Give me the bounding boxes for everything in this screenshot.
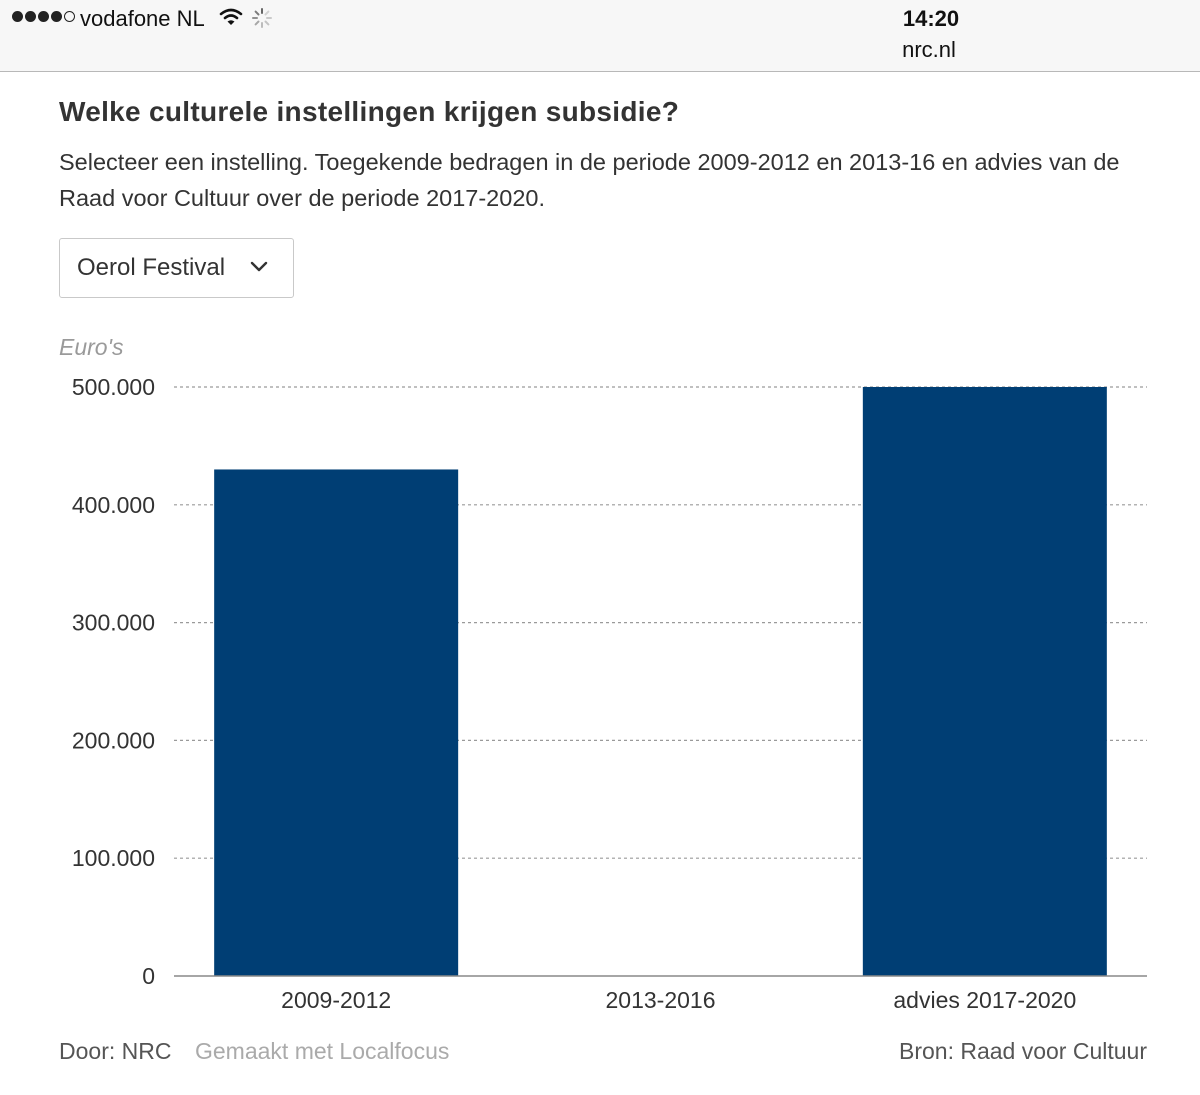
bar <box>214 469 459 976</box>
page-title: Welke culturele instellingen krijgen sub… <box>59 96 680 127</box>
wifi-icon <box>219 8 243 25</box>
x-tick-label: 2009-2012 <box>281 987 391 1013</box>
page-subtitle: Selecteer een instelling. Toegekende bed… <box>59 149 1120 211</box>
carrier-name: vodafone NL <box>80 6 205 31</box>
activity-spinner-icon <box>252 8 272 28</box>
address-url[interactable]: nrc.nl <box>902 37 956 62</box>
signal-dots-icon <box>12 11 75 22</box>
bar-chart: Euro's 0 100.000 200.000 300.000 400.000 500.0… <box>59 334 1147 1013</box>
footer-by: Door: NRC <box>59 1038 172 1064</box>
y-tick-label: 500.000 <box>72 374 155 400</box>
y-tick-label: 200.000 <box>72 727 155 753</box>
institution-select[interactable]: Oerol Festival <box>59 238 294 298</box>
x-tick-label: 2013-2016 <box>606 987 716 1013</box>
x-tick-label: advies 2017-2020 <box>893 987 1076 1013</box>
y-tick-label: 100.000 <box>72 845 155 871</box>
y-tick-label: 0 <box>142 963 155 989</box>
footer-source: Bron: Raad voor Cultuur <box>898 1038 1147 1064</box>
institution-select-value: Oerol Festival <box>77 254 226 281</box>
footer-made-with[interactable]: Gemaakt met Localfocus <box>195 1038 450 1064</box>
status-bar: vodafone NL 14:20 nrc.nl <box>0 0 1200 72</box>
y-tick-label: 400.000 <box>72 492 155 518</box>
y-axis-label: Euro's <box>59 334 124 360</box>
bar <box>862 387 1107 976</box>
status-time: 14:20 <box>902 6 960 31</box>
chevron-down-icon <box>250 261 268 272</box>
y-tick-label: 300.000 <box>72 610 155 636</box>
